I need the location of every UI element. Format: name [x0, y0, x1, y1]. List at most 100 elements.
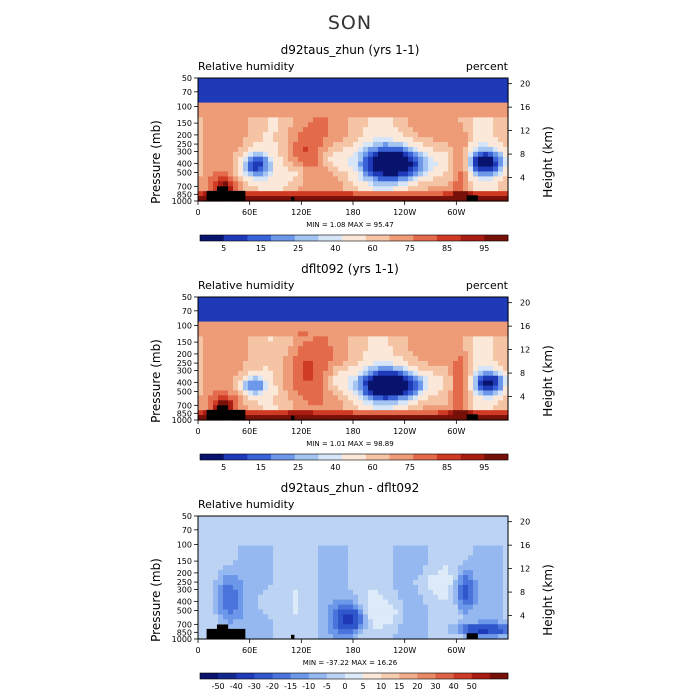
field-cell: [248, 112, 254, 118]
colorbar-swatch: [271, 454, 296, 460]
field-cell: [318, 565, 324, 571]
field-cell: [203, 570, 209, 576]
field-cell: [438, 181, 444, 187]
field-cell: [288, 146, 294, 153]
terrain-block: [466, 633, 478, 639]
field-cell: [358, 191, 364, 197]
field-cell: [333, 141, 339, 148]
field-cell: [288, 311, 294, 318]
field-cell: [223, 306, 229, 313]
field-cell: [198, 87, 204, 94]
field-cell: [308, 117, 314, 123]
field-cell: [383, 311, 389, 318]
field-cell: [233, 186, 239, 192]
field-cell: [203, 525, 209, 532]
field-cell: [493, 634, 499, 640]
field-cell: [288, 356, 294, 362]
colorbar-swatch: [308, 673, 328, 679]
field-cell: [213, 127, 219, 133]
field-cell: [213, 137, 219, 143]
field-cell: [208, 82, 214, 89]
field-cell: [228, 400, 234, 406]
field-cell: [343, 609, 349, 615]
field-cell: [283, 405, 289, 411]
field-cell: [303, 301, 309, 308]
field-cell: [438, 196, 444, 202]
field-cell: [398, 516, 404, 522]
field-cell: [333, 326, 339, 333]
field-cell: [323, 311, 329, 318]
field-cell: [233, 112, 239, 118]
field-cell: [408, 385, 414, 392]
field-cell: [448, 127, 454, 133]
field-cell: [358, 196, 364, 202]
field-cell: [478, 186, 484, 192]
field-cell: [318, 181, 324, 187]
field-cell: [293, 395, 299, 401]
field-cell: [358, 127, 364, 133]
field-cell: [468, 370, 474, 377]
field-cell: [248, 82, 254, 89]
field-cell: [453, 525, 459, 532]
field-cell: [293, 550, 299, 556]
field-cell: [408, 132, 414, 138]
field-cell: [248, 301, 254, 308]
field-cell: [408, 604, 414, 611]
y2-tick-label: 8: [520, 150, 525, 159]
field-cell: [268, 196, 274, 202]
field-cell: [368, 415, 374, 421]
field-cell: [318, 326, 324, 333]
field-cell: [398, 151, 404, 158]
field-cell: [403, 584, 409, 591]
field-cell: [248, 151, 254, 158]
field-cell: [328, 516, 334, 522]
field-cell: [378, 301, 384, 308]
field-cell: [443, 351, 449, 357]
field-cell: [398, 629, 404, 635]
field-cell: [348, 525, 354, 532]
field-cell: [468, 127, 474, 133]
field-cell: [498, 570, 504, 576]
field-cell: [273, 604, 279, 611]
field-cell: [358, 97, 364, 104]
field-cell: [403, 520, 409, 527]
field-cell: [393, 78, 399, 84]
field-cell: [433, 297, 439, 303]
field-cell: [348, 82, 354, 89]
field-cell: [283, 530, 289, 537]
field-cell: [378, 341, 384, 347]
field-cell: [443, 181, 449, 187]
field-cell: [258, 390, 264, 396]
field-cell: [383, 360, 389, 367]
field-cell: [358, 107, 364, 114]
field-cell: [458, 176, 464, 182]
field-cell: [468, 326, 474, 333]
field-cell: [453, 92, 459, 99]
field-cell: [373, 370, 379, 377]
field-cell: [323, 390, 329, 396]
field-cell: [363, 78, 369, 84]
field-cell: [483, 301, 489, 308]
field-cell: [353, 186, 359, 192]
field-cell: [503, 346, 509, 352]
field-cell: [293, 191, 299, 197]
field-cell: [253, 629, 259, 635]
colorbar-label: 5: [221, 244, 226, 253]
field-cell: [398, 540, 404, 547]
field-cell: [263, 146, 269, 153]
field-cell: [198, 311, 204, 318]
field-cell: [298, 92, 304, 99]
field-cell: [298, 141, 304, 148]
field-cell: [283, 161, 289, 168]
field-cell: [363, 137, 369, 143]
field-cell: [438, 545, 444, 552]
field-cell: [253, 346, 259, 352]
field-cell: [458, 624, 464, 630]
field-cell: [353, 297, 359, 303]
field-cell: [433, 624, 439, 630]
field-cell: [243, 545, 249, 552]
field-cell: [343, 87, 349, 94]
field-cell: [448, 360, 454, 367]
field-cell: [328, 346, 334, 352]
field-cell: [408, 336, 414, 342]
